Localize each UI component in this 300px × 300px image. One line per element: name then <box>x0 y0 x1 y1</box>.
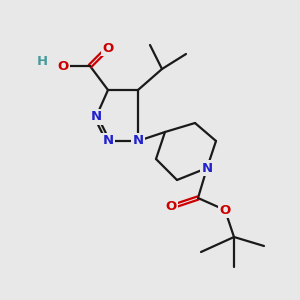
Text: H: H <box>36 55 48 68</box>
Text: N: N <box>201 161 213 175</box>
Text: N: N <box>132 134 144 148</box>
Text: O: O <box>165 200 177 214</box>
Text: O: O <box>219 203 231 217</box>
Text: N: N <box>90 110 102 124</box>
Text: N: N <box>102 134 114 148</box>
Text: O: O <box>102 41 114 55</box>
Text: O: O <box>57 59 69 73</box>
